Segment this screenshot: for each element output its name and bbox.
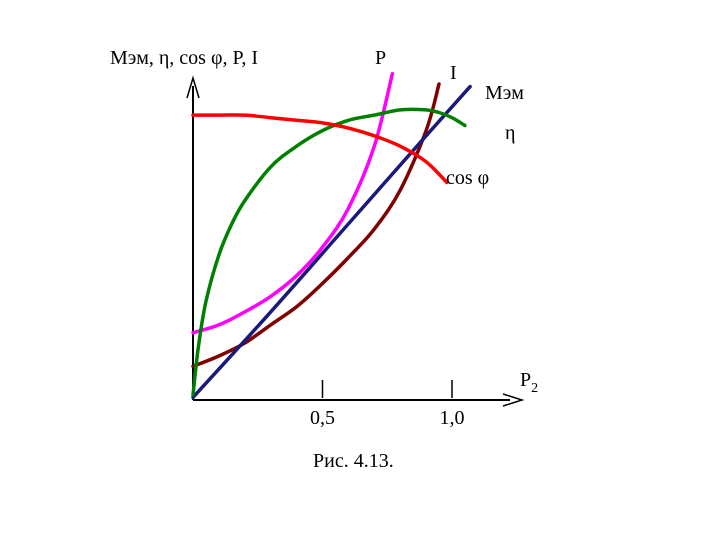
y-axis-label: Mэм, η, cos φ, P, I (110, 47, 258, 69)
x-tick-label: 1,0 (440, 407, 465, 429)
series-layer (191, 71, 472, 400)
figure-caption: Рис. 4.13. (313, 450, 394, 472)
series-label-p: P (375, 47, 386, 69)
series-label-mem: Mэм (485, 82, 524, 104)
x-axis-arrow-icon (502, 393, 525, 407)
axes (186, 75, 525, 407)
series-line-mem (191, 84, 472, 400)
series-line-cosphi (191, 113, 449, 185)
y-axis-arrow-icon (186, 75, 200, 99)
series-line-p (191, 71, 395, 335)
x-axis-label-main: P (520, 369, 531, 391)
tick-layer: 0,5 1,0 (310, 380, 465, 429)
series-line-eta (191, 107, 467, 397)
series-label-eta: η (505, 122, 515, 144)
x-axis-label: P2 (520, 369, 538, 396)
x-tick-label: 0,5 (310, 407, 335, 429)
x-axis-label-sub: 2 (531, 381, 538, 396)
series-label-cosphi: cos φ (446, 167, 489, 189)
series-label-i: I (450, 62, 457, 84)
